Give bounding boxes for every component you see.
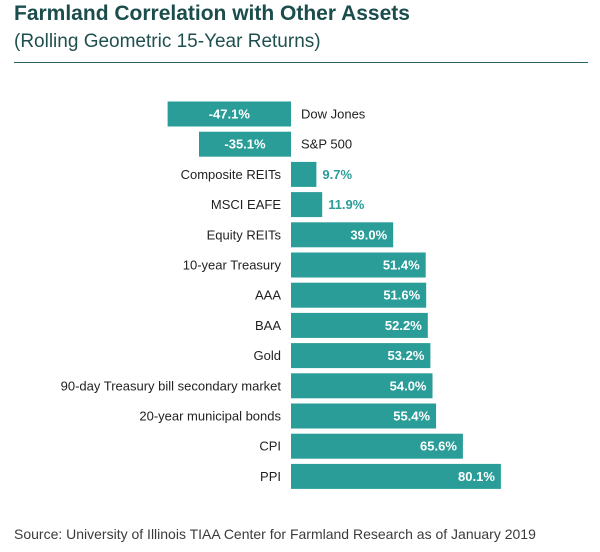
- bar-90-day-treasury-bill-secondary-market: [291, 373, 433, 399]
- category-label: BAA: [255, 318, 281, 333]
- chart-subtitle: (Rolling Geometric 15-Year Returns): [14, 31, 321, 52]
- category-label: Dow Jones: [301, 107, 366, 122]
- data-label: 54.0%: [390, 378, 427, 393]
- source-note: Source: University of Illinois TIAA Cent…: [14, 526, 536, 542]
- category-label: CPI: [259, 439, 281, 454]
- category-label: PPI: [260, 469, 281, 484]
- category-label: Equity REITs: [207, 227, 282, 242]
- bar-composite-reits: [291, 161, 317, 187]
- category-label: 90-day Treasury bill secondary market: [61, 378, 282, 393]
- category-label: Composite REITs: [181, 167, 282, 182]
- data-label: 80.1%: [458, 469, 495, 484]
- data-label: 55.4%: [393, 409, 430, 424]
- bar-equity-reits: [291, 222, 394, 248]
- bar-ppi: [291, 463, 501, 489]
- bar-baa: [291, 312, 428, 338]
- bar-aaa: [291, 282, 427, 308]
- data-label: 53.2%: [388, 348, 425, 363]
- data-label: 51.4%: [383, 258, 420, 273]
- category-label: Gold: [254, 348, 281, 363]
- category-label: S&P 500: [301, 137, 352, 152]
- data-label: -47.1%: [209, 107, 251, 122]
- category-label: 10-year Treasury: [183, 258, 282, 273]
- bar-dow-jones: [167, 101, 291, 127]
- bar-10-year-treasury: [291, 252, 426, 278]
- data-label: -35.1%: [224, 137, 266, 152]
- bar-sandp-500: [199, 131, 291, 157]
- category-label: AAA: [255, 288, 281, 303]
- bar-gold: [291, 343, 431, 369]
- chart-title: Farmland Correlation with Other Assets: [14, 2, 410, 25]
- title-divider: [14, 62, 588, 63]
- correlation-bar-chart: Dow Jones -47.1% S&P 500 -35.1% Composite RE…: [61, 101, 501, 489]
- data-label: 51.6%: [383, 288, 420, 303]
- data-label: 52.2%: [385, 318, 422, 333]
- bar-cpi: [291, 433, 463, 459]
- category-label: 20-year municipal bonds: [139, 409, 281, 424]
- category-label: MSCI EAFE: [211, 197, 281, 212]
- data-label: 9.7%: [322, 167, 352, 182]
- data-label: 65.6%: [420, 439, 457, 454]
- bar-20-year-municipal-bonds: [291, 403, 437, 429]
- bar-msci-eafe: [291, 192, 323, 218]
- data-label: 11.9%: [328, 197, 365, 212]
- data-label: 39.0%: [350, 227, 387, 242]
